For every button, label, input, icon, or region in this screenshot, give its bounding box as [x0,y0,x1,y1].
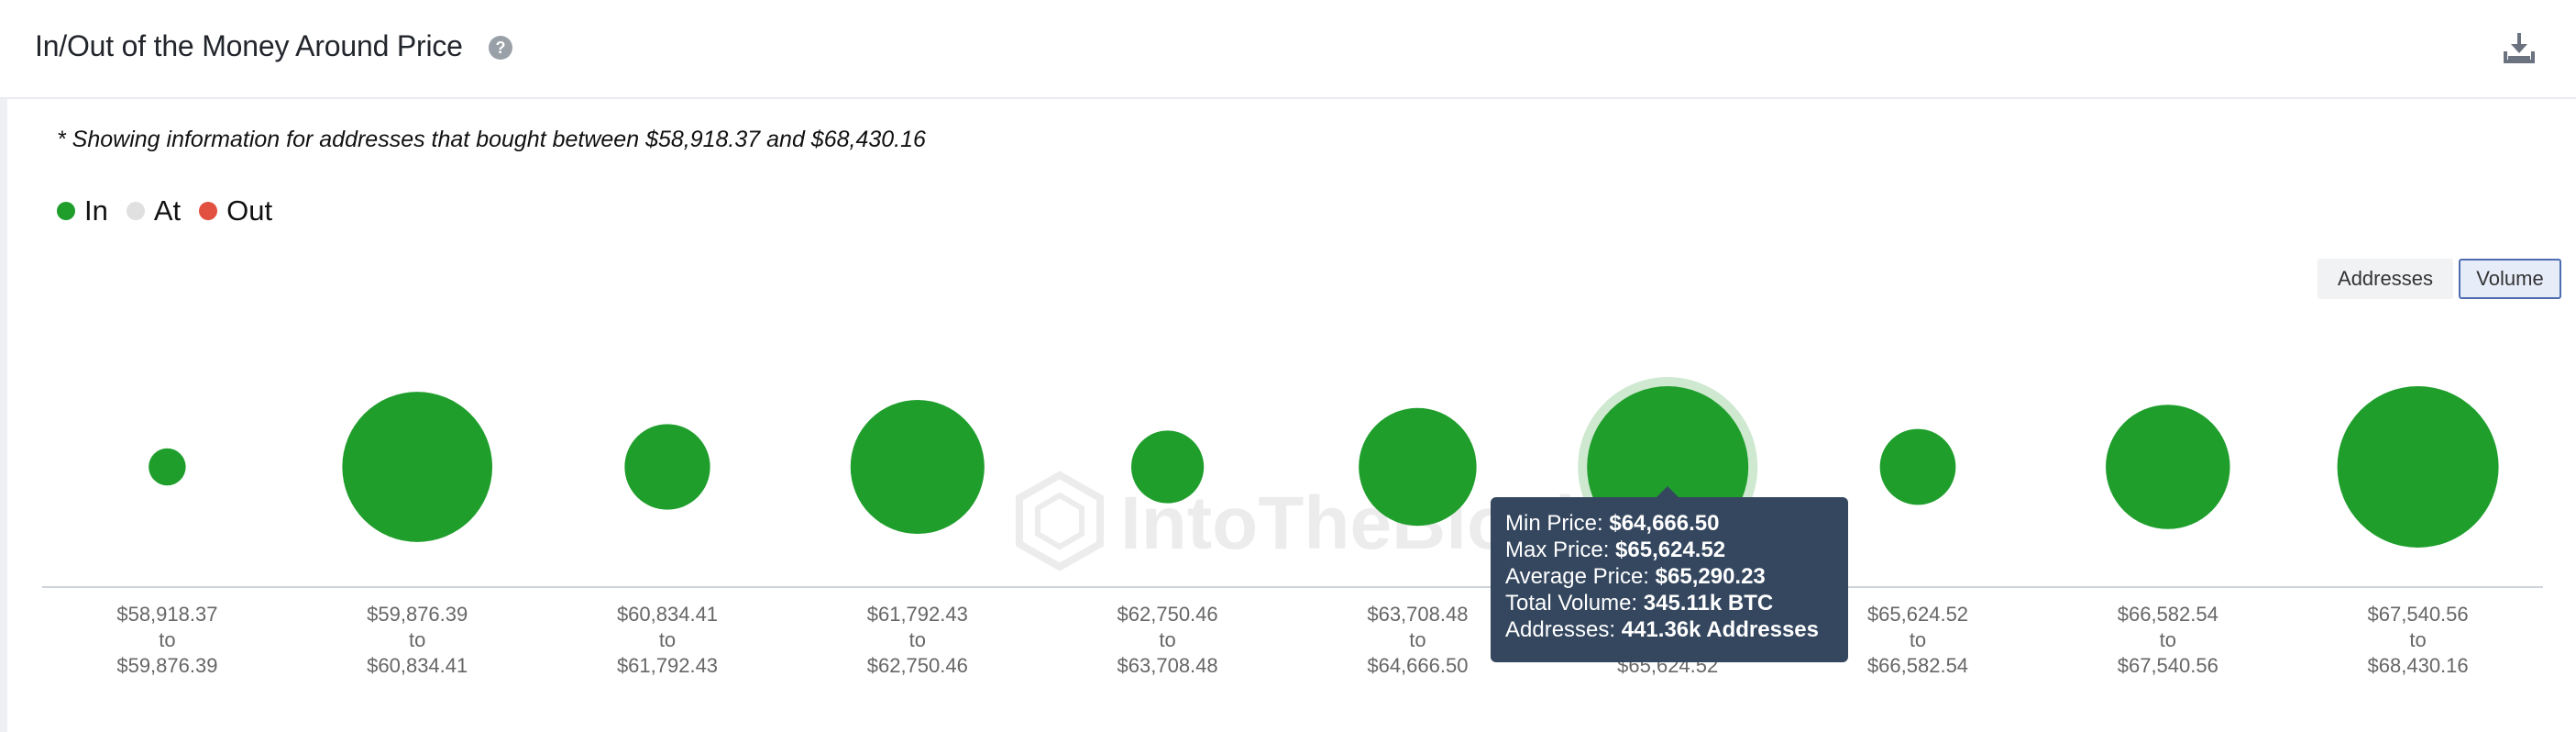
tooltip-row-max-price: Max Price: $65,624.52 [1505,538,1726,562]
bubble-5[interactable] [1131,430,1205,504]
legend-item-out[interactable]: Out [199,194,272,227]
bubble-8[interactable] [1879,428,1956,505]
x-tick-label-6-from: $63,708.48 [1367,603,1468,626]
legend-dot-out [199,202,218,220]
x-tick-label-4-to-word: to [909,628,926,651]
bubble-9[interactable] [2106,405,2230,529]
legend-label-out: Out [226,194,273,227]
bubble-chart: IntoTheBlock $58,918.37to$59,876.39$59,8… [42,377,2543,677]
x-axis-labels: $58,918.37to$59,876.39$59,876.39to$60,83… [116,603,2468,677]
legend-item-in[interactable]: In [57,194,108,227]
bubbles-layer [149,377,2499,557]
tooltip-row-min-price: Min Price: $64,666.50 [1505,511,1720,536]
x-tick-label-8-from: $65,624.52 [1867,603,1968,626]
x-tick-label-10-to: $68,430.16 [2368,654,2469,677]
tooltip-arrow [1656,486,1679,498]
x-tick-label-3-to-word: to [659,628,676,651]
bubble-2[interactable] [342,392,493,542]
x-tick-label-6-to: $64,666.50 [1367,654,1468,677]
svg-text:?: ? [496,39,506,57]
download-icon[interactable] [2503,31,2536,64]
tooltip-row-total-volume: Total Volume: 345.11k BTC [1505,591,1774,616]
x-tick-label-2-from: $59,876.39 [367,603,468,626]
x-tick-label-10-to-word: to [2409,628,2426,651]
x-tick-label-3-to: $61,792.43 [617,654,718,677]
legend-label-in: In [84,194,108,227]
x-tick-label-2-to: $60,834.41 [367,654,468,677]
tooltip-row-addresses: Addresses: 441.36k Addresses [1505,617,1819,642]
question-circle-icon[interactable]: ? [488,35,513,61]
x-tick-label-5-to-word: to [1159,628,1175,651]
bubble-3[interactable] [624,424,710,510]
x-tick-label-3-from: $60,834.41 [617,603,718,626]
chart-tooltip: Min Price: $64,666.50 Max Price: $65,624… [1491,497,1848,662]
bubble-1[interactable] [149,448,186,486]
legend-dot-at [126,202,145,220]
panel-title: In/Out of the Money Around Price [35,29,463,62]
x-tick-label-1-to-word: to [159,628,175,651]
bubble-6[interactable] [1359,407,1477,527]
left-border [0,99,7,732]
bubble-4[interactable] [850,399,985,535]
x-tick-label-6-to-word: to [1409,628,1426,651]
volume-toggle-button[interactable]: Volume [2459,259,2561,299]
bubble-10[interactable] [2337,386,2499,548]
legend-item-at[interactable]: At [126,194,182,227]
x-tick-label-1-to: $59,876.39 [116,654,217,677]
x-tick-label-5-to: $63,708.48 [1117,654,1218,677]
x-tick-label-1-from: $58,918.37 [116,603,217,626]
x-tick-label-10-from: $67,540.56 [2368,603,2469,626]
x-tick-label-2-to-word: to [409,628,425,651]
addresses-toggle-button[interactable]: Addresses [2317,259,2453,299]
x-tick-label-9-from: $66,582.54 [2118,603,2218,626]
x-tick-label-4-from: $61,792.43 [867,603,968,626]
legend-dot-in [57,202,75,220]
panel-header: In/Out of the Money Around Price ? [0,0,2576,99]
x-tick-label-8-to: $66,582.54 [1867,654,1968,677]
x-tick-label-9-to-word: to [2160,628,2176,651]
x-tick-label-8-to-word: to [1910,628,1926,651]
legend: In At Out [57,194,291,227]
x-tick-label-4-to: $62,750.46 [867,654,968,677]
range-note: * Showing information for addresses that… [57,127,926,152]
legend-label-at: At [153,194,182,227]
x-tick-label-5-from: $62,750.46 [1117,603,1218,626]
tooltip-row-average-price: Average Price: $65,290.23 [1505,564,1766,589]
x-tick-label-9-to: $67,540.56 [2118,654,2218,677]
